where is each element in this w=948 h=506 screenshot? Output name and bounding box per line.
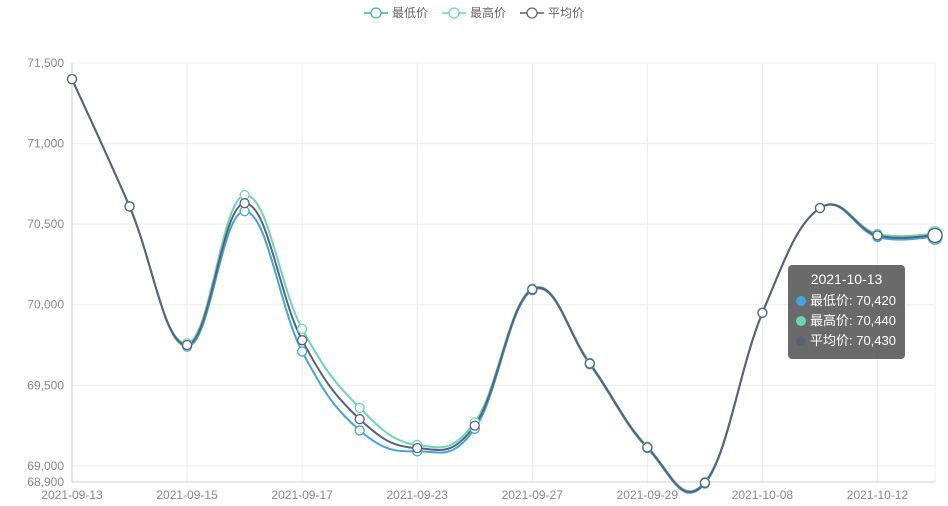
- data-point-avg: [469, 420, 480, 431]
- data-point-avg: [927, 227, 943, 244]
- data-point-avg: [296, 335, 308, 346]
- y-tick-label: 70,500: [27, 217, 64, 231]
- data-point-avg: [239, 198, 250, 209]
- data-point-low: [354, 425, 365, 436]
- y-tick-label: 68,900: [27, 475, 64, 489]
- series-dot-icon: [796, 336, 806, 346]
- legend-label: 最低价: [391, 6, 428, 20]
- tooltip-row-low: 最低价: 70,420: [796, 291, 897, 311]
- legend-label: 最高价: [469, 6, 506, 20]
- y-tick-label: 70,000: [27, 298, 64, 312]
- legend-line-icon: [363, 6, 388, 19]
- data-point-avg: [181, 339, 193, 351]
- data-point-avg: [66, 73, 78, 85]
- x-tick-label: 2021-09-23: [387, 488, 449, 502]
- x-tick-label: 2021-09-13: [41, 488, 103, 502]
- data-point-avg: [124, 201, 135, 212]
- data-point-low: [296, 346, 308, 357]
- legend-line-icon: [520, 6, 544, 19]
- tooltip-date: 2021-10-13: [810, 271, 883, 287]
- x-tick-label: 2021-10-12: [847, 488, 909, 502]
- x-tick-label: 2021-09-29: [617, 488, 679, 502]
- data-point-high: [296, 323, 308, 335]
- x-tick-label: 2021-09-17: [271, 488, 333, 502]
- series-dot-icon: [796, 316, 806, 326]
- data-point-avg: [872, 230, 883, 241]
- data-point-avg: [642, 442, 653, 453]
- data-point-avg: [412, 443, 423, 454]
- data-point-avg: [584, 358, 595, 369]
- y-tick-label: 71,500: [27, 56, 64, 70]
- y-tick-label: 69,000: [27, 459, 64, 473]
- tooltip-value: 最低价: 70,420: [810, 293, 896, 308]
- tooltip-row-high: 最高价: 70,440: [796, 311, 897, 331]
- data-point-avg: [527, 284, 538, 295]
- x-tick-label: 2021-09-15: [156, 488, 218, 502]
- legend-label: 平均价: [548, 6, 585, 20]
- y-tick-label: 71,000: [27, 137, 64, 151]
- x-tick-label: 2021-10-08: [732, 488, 794, 502]
- series-dot-icon: [796, 296, 806, 306]
- tooltip-value: 最高价: 70,440: [810, 313, 896, 328]
- legend-line-icon: [441, 6, 466, 19]
- legend-item-high[interactable]: 最高价: [441, 4, 506, 21]
- tooltip-row-avg: 平均价: 70,430: [796, 331, 897, 351]
- data-point-avg: [699, 477, 711, 488]
- legend-item-low[interactable]: 最低价: [363, 4, 428, 21]
- chart-legend: 最低价 最高价 平均价: [0, 4, 948, 21]
- data-point-avg: [757, 307, 768, 318]
- series-line-avg: [71, 78, 936, 493]
- legend-item-avg[interactable]: 平均价: [520, 4, 584, 21]
- x-tick-label: 2021-09-27: [502, 488, 564, 502]
- chart-tooltip: 2021-10-13 最低价: 70,420 最高价: 70,440 平均价: …: [788, 265, 905, 359]
- data-point-avg: [354, 413, 365, 425]
- data-point-avg: [814, 202, 826, 214]
- tooltip-value: 平均价: 70,430: [810, 333, 896, 348]
- data-point-high: [354, 402, 365, 414]
- y-tick-label: 69,500: [27, 378, 64, 392]
